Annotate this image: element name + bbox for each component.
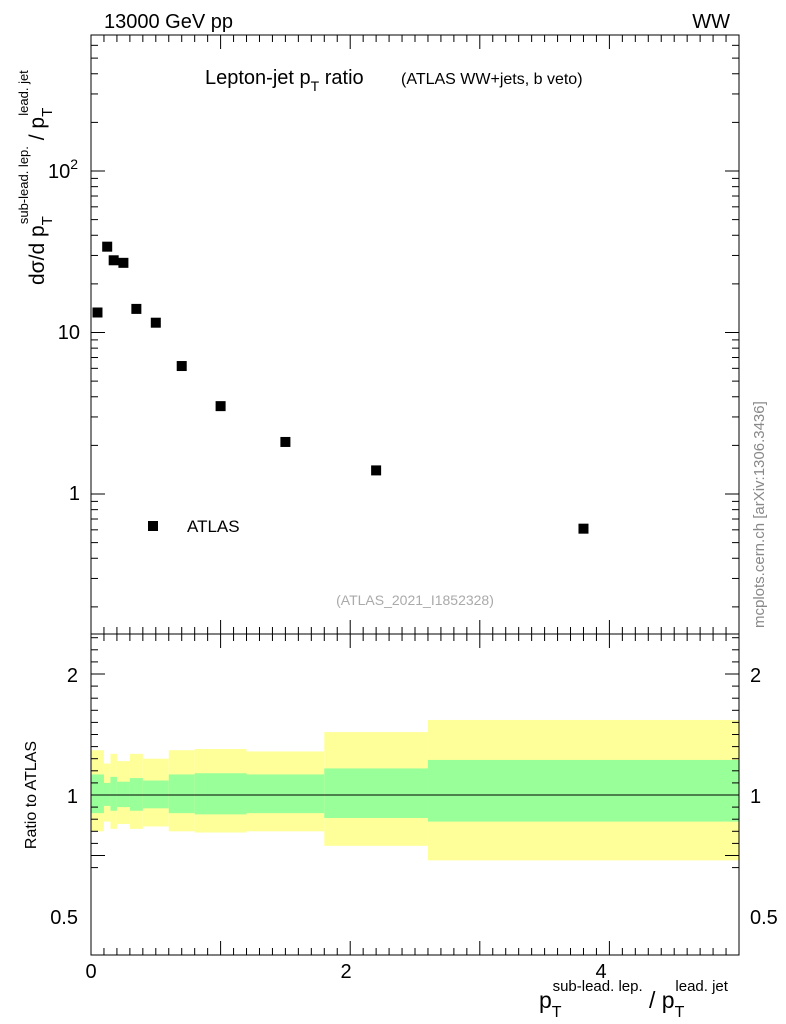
ratio-axis-ticks xyxy=(90,634,740,955)
y-tick-label-1: 1 xyxy=(69,483,80,505)
main-frame xyxy=(90,34,740,635)
ratio-inner-band-bin xyxy=(324,768,428,818)
energy-label: 13000 GeV pp xyxy=(104,11,233,33)
legend-marker xyxy=(148,521,158,531)
data-point xyxy=(102,241,113,252)
data-point xyxy=(176,361,187,372)
x-axis-title: pTsub-lead. lep. / pTlead. jet xyxy=(539,978,729,1021)
ratio-inner-band-bin xyxy=(194,773,247,815)
data-point xyxy=(371,465,382,476)
ratio-inner-band xyxy=(91,759,739,822)
x-tick-label-0: 0 xyxy=(85,961,96,983)
y-tick-label-100: 102 xyxy=(48,156,78,183)
ratio-y-tick-right-0.5: 0.5 xyxy=(750,907,778,929)
ratio-inner-band-bin xyxy=(427,759,739,822)
plot-title: Lepton-jet pT ratio xyxy=(205,67,364,94)
process-label: WW xyxy=(692,11,730,33)
main-axis-ticks xyxy=(90,35,740,634)
x-tick-label-2: 2 xyxy=(340,961,351,983)
ratio-frame xyxy=(90,633,740,956)
x-tick-label-4: 4 xyxy=(595,961,606,983)
ratio-y-axis-title: Ratio to ATLAS xyxy=(23,741,40,849)
ratio-panel: 2 1 0.5 2 1 0.5 Ratio to ATLAS 0 2 4 pTs… xyxy=(23,633,778,1021)
ratio-y-tick-right-2: 2 xyxy=(750,665,761,687)
ratio-inner-band-bin xyxy=(110,776,117,811)
main-panel: 1 10 102 dσ/d pTsub-lead. lep. / pTlead.… xyxy=(16,34,740,635)
data-point xyxy=(108,255,119,266)
data-point xyxy=(280,436,291,447)
data-point xyxy=(131,303,142,314)
data-point xyxy=(92,307,103,318)
plot-title-detail: (ATLAS WW+jets, b veto) xyxy=(401,71,583,88)
data-point xyxy=(150,317,161,328)
ratio-inner-band-bin xyxy=(103,782,111,806)
data-point xyxy=(215,401,226,412)
data-point xyxy=(118,257,129,268)
ratio-y-tick-left-1: 1 xyxy=(67,786,78,808)
y-axis-title: dσ/d pTsub-lead. lep. / pTlead. jet xyxy=(16,70,56,285)
ratio-inner-band-bin xyxy=(116,781,130,808)
ratio-inner-band-bin xyxy=(142,780,169,809)
analysis-id: (ATLAS_2021_I1852328) xyxy=(336,592,494,608)
ratio-inner-band-bin xyxy=(129,778,143,811)
ratio-inner-band-bin xyxy=(91,774,104,814)
ratio-y-tick-left-2: 2 xyxy=(67,665,78,687)
y-tick-label-10: 10 xyxy=(58,322,80,344)
ratio-y-tick-right-1: 1 xyxy=(750,786,761,808)
ratio-inner-band-bin xyxy=(246,774,325,814)
legend-label: ATLAS xyxy=(187,517,240,536)
ratio-y-tick-left-0.5: 0.5 xyxy=(50,907,78,929)
data-point xyxy=(578,523,589,534)
ratio-inner-band-bin xyxy=(168,774,195,814)
watermark: mcplots.cern.ch [arXiv:1306.3436] xyxy=(751,401,768,628)
main-data-points xyxy=(92,241,589,534)
